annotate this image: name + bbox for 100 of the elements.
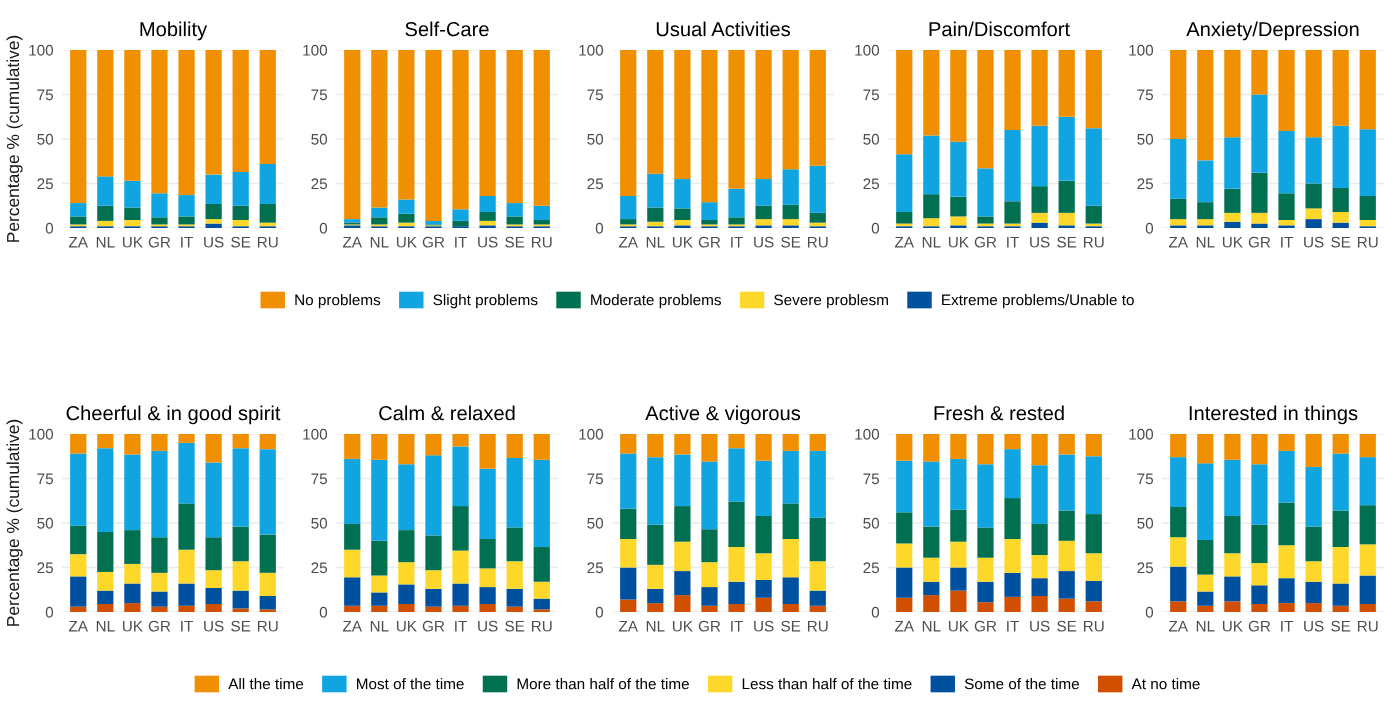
y-tick-label: 50	[37, 517, 54, 529]
bar	[1004, 201, 1021, 224]
bar	[701, 562, 718, 588]
bar	[232, 590, 249, 609]
x-tick-label: ZA	[342, 236, 362, 248]
legend-label: More than half of the time	[517, 678, 689, 690]
bar	[977, 464, 994, 528]
x-tick-label: GR	[1248, 236, 1271, 248]
bar	[1197, 463, 1214, 540]
x-tick-label: NL	[1196, 236, 1215, 248]
bar	[923, 557, 940, 582]
bar	[674, 50, 691, 180]
x-tick-label: RU	[257, 620, 278, 632]
bar	[755, 434, 772, 461]
bar	[1224, 553, 1241, 577]
bar	[1058, 454, 1075, 511]
bar	[452, 220, 469, 227]
x-tick-label: NL	[96, 620, 115, 632]
bar	[809, 590, 826, 606]
bar	[728, 50, 745, 189]
bar	[1170, 566, 1187, 602]
bar	[479, 211, 496, 221]
x-tick-label: NL	[96, 236, 115, 248]
bar	[701, 434, 718, 462]
bar	[923, 526, 940, 558]
x-tick-label: ZA	[1168, 236, 1188, 248]
bar	[425, 50, 442, 221]
x-tick-label: SE	[231, 236, 251, 248]
bar	[452, 583, 469, 606]
bar	[1004, 50, 1021, 131]
bar	[1305, 603, 1322, 612]
y-tick-label: 0	[319, 606, 328, 618]
x-tick-label: US	[1030, 620, 1050, 632]
bar	[398, 603, 415, 612]
bar	[1031, 465, 1048, 524]
bar	[950, 509, 967, 542]
x-tick-label: NL	[1196, 620, 1215, 632]
bar	[1058, 571, 1075, 599]
bar	[1058, 50, 1075, 117]
bar	[1278, 502, 1295, 546]
bar	[1278, 603, 1295, 612]
x-tick-label: ZA	[1168, 620, 1188, 632]
bar	[398, 562, 415, 585]
bar	[1197, 539, 1214, 575]
bar	[1251, 50, 1268, 95]
bar	[728, 603, 745, 612]
x-tick-label: GR	[698, 236, 721, 248]
y-tick-label: 75	[1137, 89, 1154, 101]
bar	[97, 50, 114, 177]
bar	[533, 609, 550, 612]
bar	[1085, 514, 1102, 554]
bar	[728, 434, 745, 449]
bar	[70, 525, 87, 555]
x-tick-label: RU	[531, 620, 552, 632]
bar	[371, 575, 388, 593]
bar	[620, 539, 637, 568]
bar	[259, 203, 276, 223]
bar	[70, 576, 87, 607]
bar	[1170, 434, 1187, 458]
y-tick-label: 50	[37, 133, 54, 145]
bar	[755, 205, 772, 220]
y-tick-label: 0	[595, 222, 604, 234]
bar	[1031, 50, 1048, 126]
bar	[1332, 547, 1349, 584]
bar	[1251, 172, 1268, 213]
bar	[620, 195, 637, 220]
bar	[1251, 585, 1268, 604]
bar	[896, 567, 913, 598]
x-tick-label: US	[1030, 236, 1050, 248]
bar	[1305, 561, 1322, 582]
y-tick-label: 0	[871, 222, 880, 234]
bar	[97, 205, 114, 221]
bar	[755, 553, 772, 580]
bar	[371, 540, 388, 576]
bar	[232, 171, 249, 206]
bar	[1197, 605, 1214, 612]
x-tick-label: UK	[396, 236, 417, 248]
bar	[259, 609, 276, 612]
bar	[232, 608, 249, 612]
bar	[452, 50, 469, 210]
bar	[232, 219, 249, 227]
bar	[782, 225, 799, 228]
chart-title: Cheerful & in good spirit	[66, 405, 281, 425]
bar	[1031, 125, 1048, 187]
bar	[701, 605, 718, 612]
bar	[1058, 180, 1075, 213]
bar	[620, 50, 637, 196]
bar	[124, 530, 141, 564]
bar	[1004, 498, 1021, 540]
bar	[1251, 434, 1268, 465]
bar	[70, 203, 87, 217]
x-tick-label: SE	[1331, 236, 1351, 248]
bar	[1305, 219, 1322, 228]
bar	[1031, 555, 1048, 579]
x-tick-label: ZA	[342, 620, 362, 632]
bar	[425, 535, 442, 571]
y-tick-label: 50	[311, 517, 328, 529]
bar	[97, 590, 114, 604]
x-tick-label: SE	[1057, 236, 1077, 248]
bar	[1058, 212, 1075, 226]
